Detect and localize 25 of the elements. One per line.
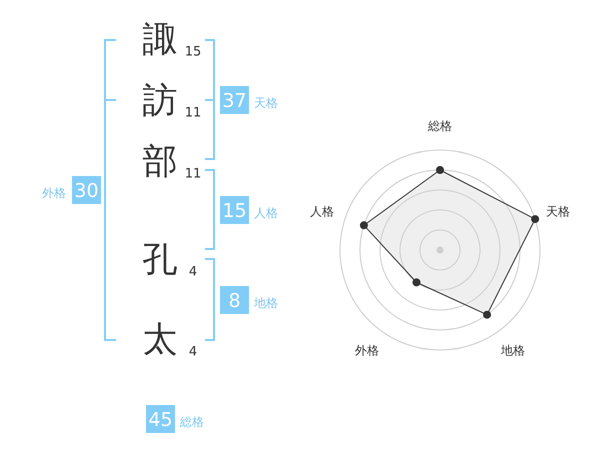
- stroke-count: 4: [188, 344, 198, 360]
- stroke-count: 4: [188, 264, 198, 280]
- character: 部: [142, 142, 178, 182]
- number: 8: [228, 290, 241, 312]
- category: 地格: [500, 343, 525, 358]
- category: 総格: [428, 119, 452, 133]
- character: 太: [142, 320, 178, 360]
- label: 地格: [254, 296, 278, 310]
- stroke-count: 11: [184, 166, 202, 182]
- category: 天格: [546, 204, 570, 219]
- character: 訪: [142, 81, 178, 121]
- label: 外格: [42, 186, 66, 200]
- number: 37: [222, 90, 247, 112]
- number: 30: [74, 180, 99, 202]
- character: 孔: [142, 240, 178, 280]
- category: 人格: [310, 204, 334, 219]
- category: 外格: [355, 343, 380, 358]
- stroke-count: 15: [184, 44, 202, 60]
- character: 諏: [142, 20, 178, 60]
- number: 45: [148, 409, 173, 431]
- label: 人格: [254, 206, 278, 220]
- stroke-count: 11: [184, 106, 202, 120]
- number: 15: [222, 200, 247, 222]
- label: 総格: [180, 415, 204, 429]
- label: 天格: [254, 96, 278, 110]
